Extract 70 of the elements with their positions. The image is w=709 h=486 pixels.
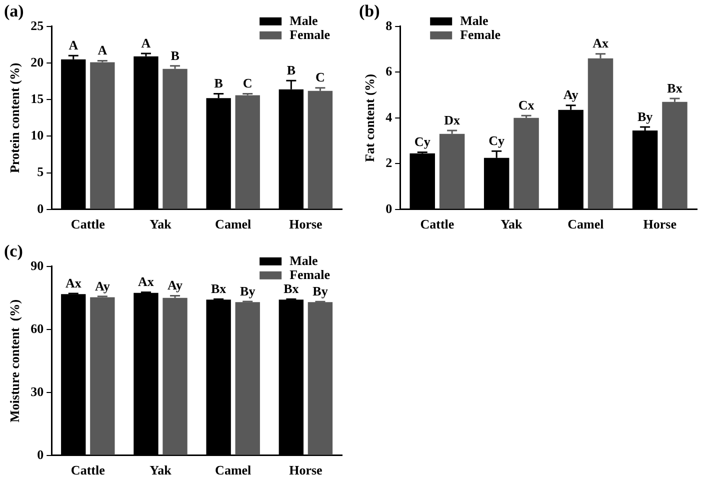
data-label: Bx bbox=[284, 281, 300, 296]
bar bbox=[235, 95, 260, 209]
y-tick-label: 15 bbox=[30, 90, 44, 106]
bar bbox=[514, 118, 539, 209]
bar bbox=[308, 90, 333, 209]
data-label: C bbox=[316, 70, 325, 85]
data-label: Ax bbox=[65, 275, 82, 290]
x-tick-label: Camel bbox=[568, 216, 604, 232]
chart-title: (a) bbox=[4, 2, 24, 21]
y-axis-title: Protein content (%) bbox=[7, 62, 22, 174]
y-tick-label: 90 bbox=[30, 258, 44, 273]
data-label: By bbox=[240, 283, 256, 298]
y-tick-label: 4 bbox=[386, 109, 393, 124]
x-tick-label: Yak bbox=[500, 216, 524, 232]
data-label: Cx bbox=[518, 97, 535, 112]
y-axis-title: Fat content (%) bbox=[362, 74, 378, 162]
data-label: A bbox=[141, 35, 152, 50]
data-label: A bbox=[98, 42, 108, 58]
x-tick-label: Cattle bbox=[70, 216, 106, 232]
x-tick-label: Yak bbox=[150, 462, 172, 478]
y-tick-label: 8 bbox=[386, 18, 393, 33]
x-tick-label: Horse bbox=[289, 216, 323, 232]
y-tick-label: 10 bbox=[30, 128, 44, 143]
x-tick-label: Cattle bbox=[70, 462, 106, 478]
chart-title: (c) bbox=[4, 242, 23, 261]
y-tick-label: 20 bbox=[30, 54, 44, 70]
bar bbox=[162, 68, 188, 209]
data-label: Bx bbox=[210, 281, 227, 296]
data-label: By bbox=[312, 284, 328, 299]
data-label: Ax bbox=[138, 274, 154, 290]
bar bbox=[662, 102, 688, 209]
x-tick-label: Horse bbox=[643, 216, 677, 232]
data-label: By bbox=[637, 108, 654, 124]
x-tick-label: Camel bbox=[215, 216, 252, 232]
x-tick-label: Camel bbox=[215, 462, 252, 478]
legend-label: Female bbox=[460, 26, 501, 42]
y-tick-label: 6 bbox=[386, 64, 393, 79]
legend-label: Male bbox=[460, 12, 488, 28]
legend-label: Female bbox=[290, 266, 330, 282]
chart-title: (b) bbox=[359, 2, 380, 21]
data-label: Ay bbox=[94, 278, 110, 294]
data-label: Dx bbox=[444, 112, 460, 128]
legend-label: Male bbox=[290, 12, 318, 28]
y-tick-label: 25 bbox=[30, 18, 44, 33]
x-tick-label: Yak bbox=[150, 216, 172, 232]
y-tick-label: 2 bbox=[386, 155, 392, 170]
data-label: A bbox=[68, 38, 79, 53]
data-label: Cy bbox=[488, 132, 506, 148]
y-tick-label: 0 bbox=[37, 446, 44, 462]
legend-label: Male bbox=[290, 252, 318, 268]
data-label: B bbox=[214, 76, 224, 91]
data-label: C bbox=[242, 76, 252, 91]
bar bbox=[439, 134, 465, 209]
data-label: Ay bbox=[168, 278, 183, 293]
y-tick-label: 0 bbox=[386, 200, 392, 216]
y-axis-title: Moisture content (%) bbox=[7, 299, 22, 422]
x-tick-label: Cattle bbox=[420, 216, 454, 232]
data-label: Cy bbox=[414, 134, 431, 150]
data-label: B bbox=[286, 62, 296, 78]
y-tick-label: 5 bbox=[37, 164, 44, 180]
data-label: Ay bbox=[563, 87, 579, 102]
y-tick-label: 0 bbox=[37, 200, 44, 216]
legend-label: Female bbox=[290, 26, 330, 42]
y-tick-label: 30 bbox=[30, 384, 44, 399]
data-label: B bbox=[170, 48, 180, 63]
data-label: Bx bbox=[667, 80, 683, 96]
data-label: Ax bbox=[592, 36, 609, 51]
bar bbox=[90, 62, 115, 209]
x-tick-label: Horse bbox=[289, 462, 323, 478]
y-tick-label: 60 bbox=[30, 320, 44, 336]
